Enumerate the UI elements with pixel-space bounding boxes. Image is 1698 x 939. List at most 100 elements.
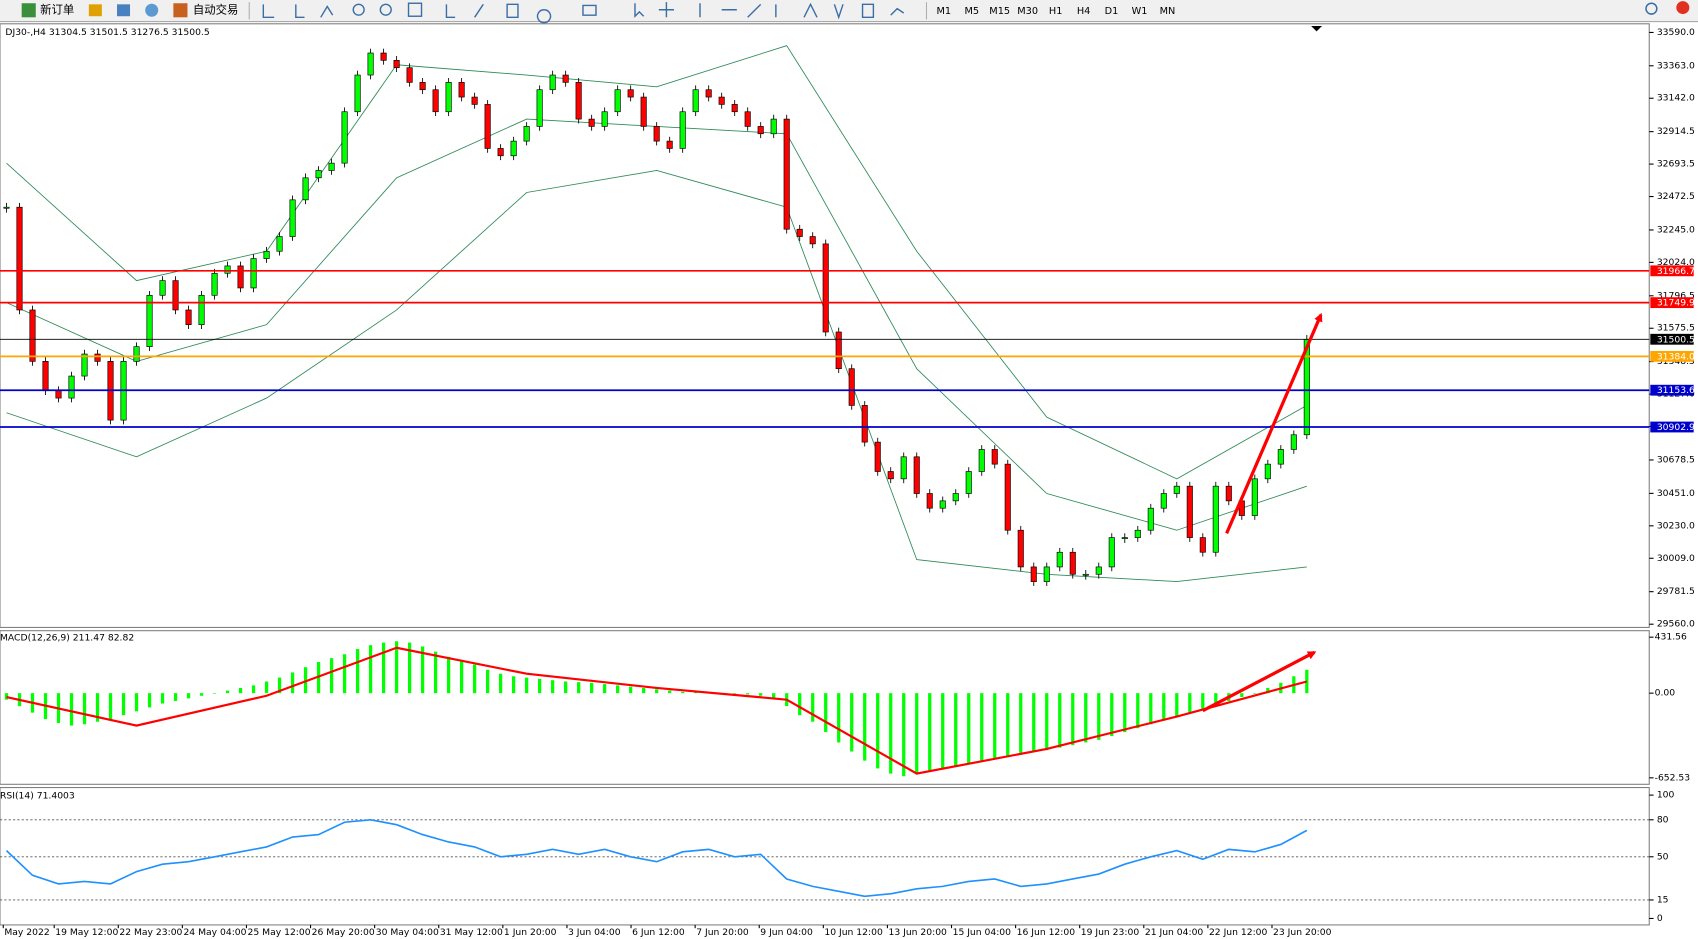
icon[interactable] [445, 3, 597, 24]
search-icon[interactable] [1645, 2, 1658, 15]
price-level-label: 31500.5 [1657, 334, 1695, 345]
timeframe-button[interactable]: MN [1160, 6, 1176, 17]
macd-bar [186, 693, 191, 699]
rsi-panel [0, 787, 1650, 926]
candle [1082, 573, 1089, 576]
candle [1277, 449, 1284, 465]
candle [42, 361, 49, 392]
toolbar-button[interactable]: 新订单 [40, 2, 74, 16]
macd-bar [538, 678, 542, 694]
macd-bar [1162, 693, 1166, 721]
macd-bar [1188, 693, 1192, 713]
candle [744, 111, 751, 127]
macd-bar [1136, 693, 1140, 729]
timeframe-button[interactable]: H4 [1077, 6, 1091, 17]
macd-bar [225, 690, 230, 694]
rsi-line [5, 818, 1308, 898]
macd-bar [4, 693, 9, 700]
candle [510, 140, 517, 157]
toolbar-button[interactable]: 自动交易 [193, 2, 238, 16]
time-label: 10 Jun 12:00 [824, 927, 883, 938]
candle [1160, 493, 1167, 509]
candle [926, 493, 933, 509]
notification-badge[interactable] [1676, 1, 1690, 15]
candle [3, 206, 10, 209]
macd-bar [915, 693, 919, 774]
macd-bar [212, 693, 217, 694]
timeframe-button[interactable]: M15 [989, 6, 1010, 17]
toolbar-icons: 新订单 自动交易 M1 M5 M15 M30 H1 H4 D1 W1 MN [21, 1, 1690, 24]
price-level-tag [1650, 350, 1694, 362]
candle [809, 236, 816, 245]
zoom-out[interactable] [379, 3, 392, 16]
candle [406, 67, 413, 83]
macd-bar [264, 681, 269, 694]
macd-bar [1019, 693, 1023, 753]
candle [237, 265, 244, 289]
macd-bar [876, 693, 880, 769]
macd-bar [902, 693, 906, 777]
candle [471, 96, 478, 105]
timeframe-button[interactable]: M5 [964, 6, 979, 17]
candle [315, 170, 322, 179]
icon[interactable] [407, 2, 423, 17]
candle [536, 89, 543, 127]
macd-tick-label: -652.53 [1655, 772, 1691, 783]
price-tick-label: 32024.0 [1657, 257, 1695, 268]
icon[interactable] [117, 4, 131, 17]
candle [419, 82, 426, 91]
auto-trade-icon[interactable] [173, 3, 188, 18]
candle [29, 309, 36, 362]
candle [55, 390, 62, 399]
macd-bar [108, 693, 113, 720]
macd-bar [746, 693, 750, 695]
candle [614, 89, 621, 113]
icon[interactable] [634, 2, 905, 20]
time-label: 22 Jun 12:00 [1209, 927, 1268, 938]
macd-bar [512, 676, 516, 694]
macd-bar [420, 646, 425, 694]
price-tick-label: 33363.0 [1657, 60, 1695, 71]
timeframe-button[interactable]: M30 [1017, 6, 1038, 17]
macd-tick-label: 431.56 [1655, 632, 1687, 643]
macd-bar [681, 691, 685, 694]
candle [952, 493, 959, 502]
candle [1186, 485, 1193, 538]
candle [900, 456, 907, 480]
rsi-tick-label: 0 [1657, 913, 1663, 924]
candle [94, 353, 101, 362]
macd-bar [1214, 693, 1218, 705]
new-order-icon[interactable] [21, 3, 36, 18]
candle [289, 199, 296, 237]
icon[interactable] [262, 4, 334, 19]
candle [1043, 566, 1050, 582]
icon[interactable] [145, 3, 159, 17]
candle [796, 228, 803, 237]
candle [432, 89, 439, 113]
macd-bar [277, 677, 282, 694]
price-level-tag [1650, 421, 1694, 433]
macd-bar [889, 693, 893, 774]
timeframe-button[interactable]: D1 [1105, 6, 1119, 17]
zoom-in[interactable] [352, 3, 365, 16]
macd-label: MACD(12,26,9) 211.47 82.82 [0, 633, 134, 644]
macd-tick-label: 0.00 [1655, 688, 1676, 699]
macd-bar [446, 656, 451, 694]
timeframe-button[interactable]: H1 [1049, 6, 1063, 17]
candle [1199, 537, 1206, 553]
time-label: 19 Jun 23:00 [1081, 927, 1140, 938]
candle [523, 126, 530, 142]
candle [497, 148, 504, 157]
price-tick-label: 31796.5 [1657, 290, 1695, 301]
timeframe-button[interactable]: W1 [1132, 6, 1148, 17]
icon[interactable] [88, 4, 102, 17]
timeframe-button[interactable]: M1 [937, 6, 952, 17]
candle [601, 111, 608, 127]
shift-marker [1311, 25, 1322, 32]
macd-bar [603, 684, 607, 694]
price-tick-label: 32693.5 [1657, 159, 1695, 170]
macd-bar [238, 687, 243, 694]
candle [692, 89, 699, 113]
candle [458, 82, 465, 98]
candle [484, 104, 491, 149]
